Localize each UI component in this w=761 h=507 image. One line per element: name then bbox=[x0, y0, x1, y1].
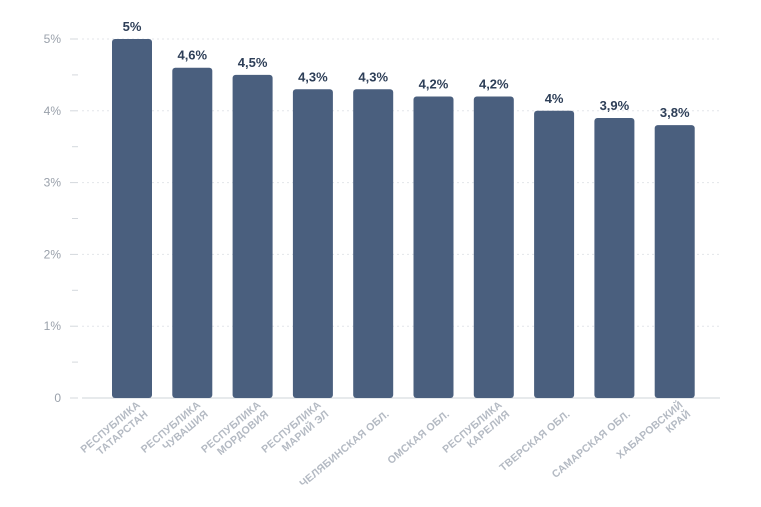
bar bbox=[654, 125, 695, 398]
bar bbox=[292, 89, 333, 398]
y-tick-label: 2% bbox=[44, 247, 62, 261]
bar bbox=[232, 74, 273, 399]
bar bbox=[353, 89, 394, 398]
data-label: 4,3% bbox=[298, 69, 328, 84]
data-label: 3,8% bbox=[660, 105, 690, 120]
bar bbox=[473, 96, 514, 398]
bars bbox=[112, 39, 695, 399]
data-label: 4,2% bbox=[419, 76, 449, 91]
y-axis: 0 1% 2% 3% 4% 5% bbox=[44, 32, 78, 405]
bar bbox=[112, 39, 152, 398]
y-tick-label: 4% bbox=[44, 104, 62, 118]
y-tick-label: 0 bbox=[54, 391, 61, 405]
y-tick-label: 5% bbox=[44, 32, 62, 46]
data-label: 4,5% bbox=[238, 55, 268, 70]
bar bbox=[594, 117, 635, 398]
bar bbox=[534, 110, 575, 399]
data-label: 3,9% bbox=[600, 98, 630, 113]
data-label: 4,2% bbox=[479, 76, 509, 91]
bar bbox=[413, 96, 454, 398]
bar bbox=[172, 67, 213, 398]
data-label: 4,6% bbox=[177, 48, 207, 63]
x-tick-label: ОМСКАЯ ОБЛ. bbox=[385, 408, 452, 467]
x-tick-label-line: ОМСКАЯ ОБЛ. bbox=[385, 408, 452, 467]
data-label: 4,3% bbox=[358, 69, 388, 84]
value-labels: 5% 4,6% 4,5% 4,3% 4,3% 4,2% 4,2% 4% 3,9% 3,8% bbox=[123, 19, 690, 120]
data-label: 4% bbox=[545, 91, 564, 106]
y-tick-label: 1% bbox=[44, 319, 62, 333]
x-axis: РЕСПУБЛИКАТАТАРСТАНРЕСПУБЛИКАЧУВАШИЯРЕСП… bbox=[78, 398, 693, 490]
y-tick-label: 3% bbox=[44, 176, 62, 190]
data-label: 5% bbox=[123, 19, 142, 34]
